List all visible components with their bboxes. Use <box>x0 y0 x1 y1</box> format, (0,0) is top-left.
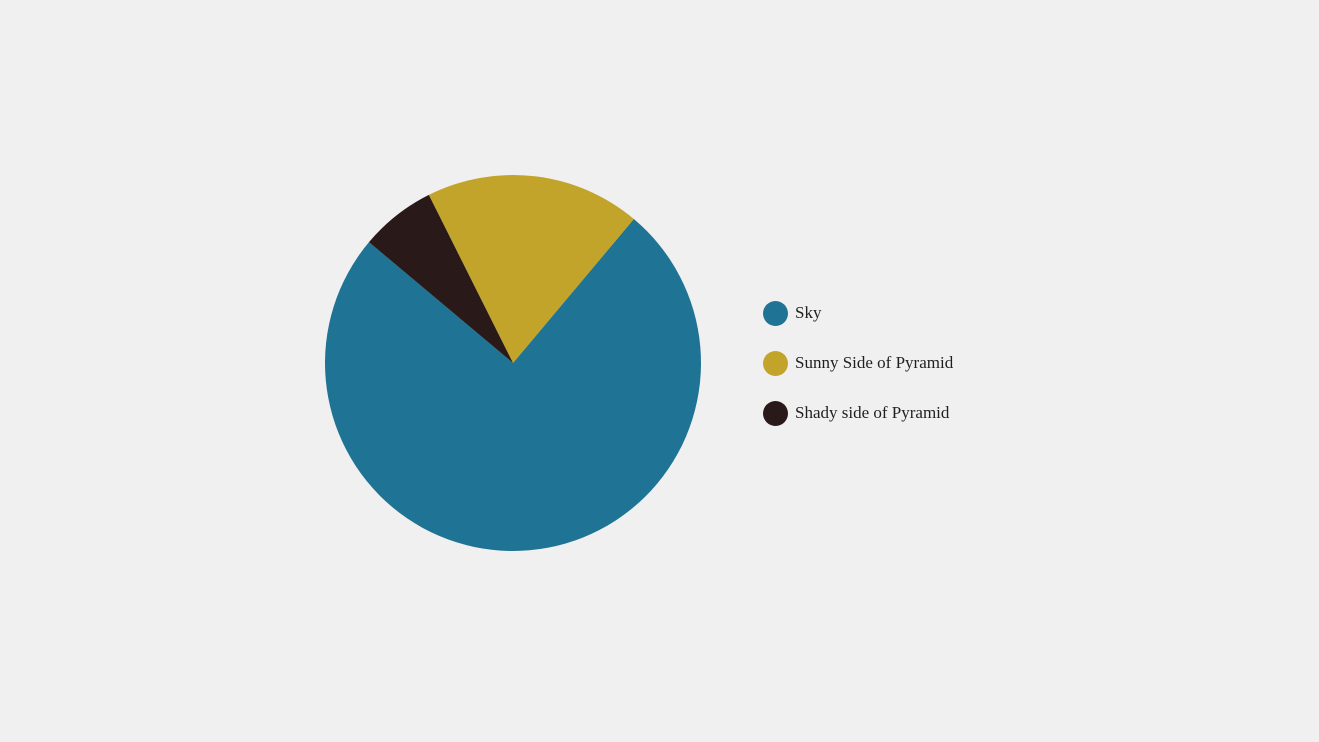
legend-item-shady-side: Shady side of Pyramid <box>763 400 953 426</box>
legend-swatch-sky <box>763 300 788 326</box>
legend-swatch-sunny-side <box>763 350 788 376</box>
legend-swatch-shady-side <box>763 400 788 426</box>
legend-label-sky: Sky <box>795 303 822 322</box>
pie-slice-sunny-side-of-pyramid <box>428 175 634 363</box>
pie-slice-shady-side-of-pyramid <box>368 194 513 363</box>
legend-label-sunny-side: Sunny Side of Pyramid <box>795 353 954 372</box>
legend-item-sunny-side: Sunny Side of Pyramid <box>763 350 953 376</box>
pie-slice-sky <box>324 218 701 551</box>
legend-label-shady-side: Shady side of Pyramid <box>795 403 950 422</box>
legend: Sky Sunny Side of Pyramid Shady side of … <box>763 300 953 450</box>
legend-item-sky: Sky <box>763 300 953 326</box>
